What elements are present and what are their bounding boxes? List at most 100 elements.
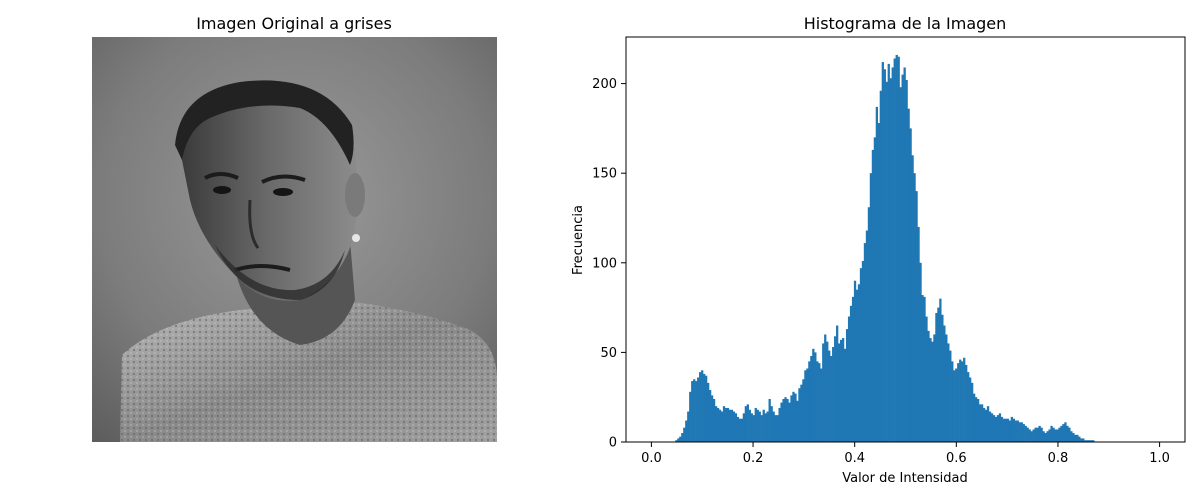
histogram-bar: [750, 413, 753, 442]
histogram-bar: [766, 411, 769, 442]
histogram-bar: [853, 280, 857, 442]
histogram-bar: [1054, 429, 1057, 442]
histogram-bar: [1082, 438, 1085, 442]
histogram-bar: [677, 438, 680, 442]
histogram-bar: [984, 409, 988, 442]
histogram-bar: [818, 363, 821, 442]
histogram-bar: [722, 406, 726, 442]
histogram-bar: [734, 413, 738, 442]
histogram-bar: [681, 433, 684, 442]
histogram-bar: [976, 398, 980, 442]
histogram-bar: [1066, 425, 1069, 442]
histogram-bar: [881, 62, 884, 442]
histogram-bar: [907, 108, 910, 442]
histogram-bar: [730, 409, 734, 442]
histogram-bar: [705, 375, 708, 442]
histogram-bar: [718, 409, 722, 442]
histogram-bar: [1006, 418, 1010, 442]
histogram-bar: [939, 298, 942, 442]
histogram-bar: [967, 372, 970, 442]
histogram-bar: [1086, 440, 1089, 442]
x-tick-label: 0.0: [641, 451, 662, 466]
histogram-bar: [836, 325, 839, 442]
histogram-bar: [855, 289, 859, 442]
histogram-bar: [740, 418, 744, 442]
histogram-bar: [778, 407, 781, 442]
histogram-bar: [724, 407, 728, 442]
histogram-bar: [822, 343, 825, 442]
histogram-bar: [834, 336, 837, 442]
histogram-bar: [774, 415, 777, 442]
histogram-bar: [782, 398, 785, 442]
histogram-bar: [933, 334, 936, 442]
histogram-bar: [832, 347, 835, 442]
x-tick-label: 1.0: [1149, 451, 1170, 466]
x-tick-label: 0.4: [844, 451, 865, 466]
histogram-bar: [714, 406, 718, 442]
histogram-bar: [826, 341, 829, 442]
histogram-bar: [748, 409, 751, 442]
histogram-bar: [869, 173, 873, 442]
histogram-bar: [1016, 420, 1019, 442]
histogram-bar: [762, 409, 765, 442]
histogram-bar: [978, 404, 982, 442]
histogram-bar: [738, 418, 742, 442]
histogram-bar: [1036, 427, 1039, 442]
histogram-bar: [873, 137, 877, 442]
histogram-bar: [951, 361, 954, 442]
histogram-bar: [847, 316, 851, 442]
histogram-bar: [893, 58, 896, 442]
histogram-bar: [820, 368, 823, 442]
histogram-bar: [923, 296, 926, 442]
histogram-bar: [814, 352, 817, 442]
histogram-bar: [758, 411, 761, 442]
histogram-bar: [1084, 440, 1087, 442]
histogram-bar: [824, 334, 827, 442]
histogram-bar: [911, 155, 914, 442]
histogram-bar: [1088, 440, 1091, 442]
histogram-bar: [980, 404, 984, 442]
histogram-bar: [693, 379, 696, 442]
histogram-bar: [863, 243, 867, 442]
histogram-bar: [756, 409, 759, 442]
histogram-bar: [1004, 418, 1008, 442]
histogram-bar: [706, 382, 710, 442]
histogram-bar: [1040, 427, 1043, 442]
y-tick-label: 200: [592, 77, 617, 92]
histogram-bar: [931, 341, 934, 442]
histogram-bar: [695, 381, 698, 442]
histogram-bar: [697, 377, 700, 442]
x-axis-label: Valor de Intensidad: [842, 471, 968, 486]
histogram-bar: [830, 355, 833, 442]
histogram-bar: [736, 416, 740, 442]
histogram-bar: [953, 370, 956, 442]
histogram-bar: [971, 382, 974, 442]
histogram-bar: [1002, 418, 1006, 442]
histogram-bar: [1068, 427, 1071, 442]
histogram-bar: [810, 355, 813, 442]
histogram-bar: [935, 312, 938, 442]
histogram-bar: [1012, 418, 1015, 442]
histogram-bar: [786, 398, 789, 442]
histogram-bar: [1010, 416, 1013, 442]
histogram-bar: [974, 397, 978, 442]
histogram-bar: [1064, 422, 1067, 442]
histogram-bar: [726, 407, 730, 442]
histogram-bar: [728, 409, 732, 442]
histogram-bar: [897, 56, 900, 442]
histogram-bar: [1030, 431, 1033, 442]
histogram-bar: [679, 436, 682, 442]
histogram-bar: [687, 411, 690, 442]
histogram-bar: [875, 106, 879, 443]
histogram-bar: [945, 334, 948, 442]
histogram-bar: [929, 338, 932, 442]
histogram-bar: [1048, 429, 1051, 442]
y-tick-label: 150: [592, 167, 617, 182]
histogram-bar: [772, 411, 775, 442]
histogram-bar: [963, 357, 966, 442]
histogram-bar: [1014, 420, 1017, 442]
histogram-bar: [1042, 431, 1045, 442]
histogram-bar: [776, 415, 779, 442]
histogram-bar: [746, 404, 749, 442]
